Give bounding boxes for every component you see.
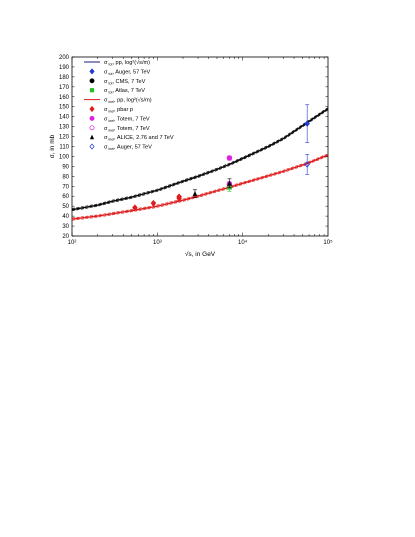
y-tick-label: 20 bbox=[62, 234, 69, 240]
y-tick-label: 30 bbox=[62, 224, 69, 230]
data-point bbox=[132, 204, 138, 211]
data-point bbox=[304, 120, 310, 127]
legend: σ tot, pp, log²(√s/m) σ tot, Auger, 57 Te… bbox=[84, 59, 174, 151]
curve-line bbox=[71, 108, 329, 211]
y-tick-label: 50 bbox=[62, 204, 69, 210]
legend-entry-label: σ inel, ALICE, 2.76 and 7 TeV bbox=[104, 135, 174, 142]
legend-entry-label: σ tot, pp, log²(√s/m) bbox=[104, 59, 150, 67]
y-tick-label: 110 bbox=[59, 145, 69, 151]
legend-marker bbox=[89, 134, 95, 140]
y-tick-label: 130 bbox=[59, 125, 70, 131]
legend-marker bbox=[89, 68, 95, 75]
legend-entry-label: σ inel, pbar p bbox=[104, 107, 133, 114]
y-tick-label: 140 bbox=[59, 115, 70, 121]
legend-entry-label: σ tot, Atlas, 7 TeV bbox=[104, 88, 145, 95]
legend-marker bbox=[89, 105, 95, 113]
x-axis-label: √s, in GeV bbox=[185, 250, 216, 258]
curve-envelope-lower bbox=[71, 109, 329, 212]
data-point bbox=[226, 155, 233, 161]
y-tick-label: 120 bbox=[59, 135, 70, 141]
y-tick-label: 160 bbox=[59, 95, 70, 101]
y-tick-label: 170 bbox=[59, 85, 70, 91]
curves-group bbox=[71, 107, 329, 221]
legend-entry-label: σ inel, Totem, 7 TeV bbox=[104, 116, 150, 123]
y-tick-label: 200 bbox=[59, 55, 70, 61]
curve-envelope-upper bbox=[71, 107, 329, 209]
y-tick-label: 100 bbox=[59, 154, 70, 160]
data-point bbox=[227, 180, 232, 186]
x-tick-label: 10⁵ bbox=[323, 239, 333, 246]
x-tick-label: 10² bbox=[68, 240, 77, 246]
legend-marker bbox=[89, 78, 95, 84]
legend-entry-label: σ inel, pp, log²(√s/m) bbox=[104, 97, 152, 105]
curve-envelope-upper bbox=[71, 153, 329, 219]
y-tick-label: 80 bbox=[62, 174, 69, 180]
y-tick-label: 60 bbox=[62, 194, 69, 200]
data-point bbox=[176, 193, 182, 201]
legend-marker bbox=[89, 125, 95, 131]
curve-envelope-lower bbox=[71, 155, 329, 221]
data-point bbox=[192, 190, 198, 197]
legend-entry-label: σ tot, CMS, 7 TeV bbox=[104, 79, 146, 86]
y-tick-label: 190 bbox=[59, 65, 70, 71]
legend-marker bbox=[89, 143, 95, 150]
legend-entry-label: σ tot, Auger, 57 TeV bbox=[104, 69, 151, 76]
y-axis-label: σ, in mb bbox=[49, 134, 56, 158]
data-point bbox=[150, 199, 157, 207]
legend-marker bbox=[89, 88, 95, 93]
data-point bbox=[304, 161, 310, 168]
legend-entry-label: σ inel, Auger, 57 TeV bbox=[104, 145, 152, 152]
y-tick-label: 150 bbox=[59, 105, 70, 111]
legend-marker bbox=[89, 115, 95, 121]
y-tick-label: 180 bbox=[59, 75, 70, 81]
y-tick-label: 40 bbox=[62, 214, 69, 220]
ticks-group: 20 30 40 50 60 70 80 90 100 110 120 130 140 150 160 170… bbox=[59, 55, 333, 246]
data-points-group bbox=[132, 104, 310, 211]
curve-line bbox=[71, 154, 329, 220]
x-tick-label: 10³ bbox=[153, 240, 162, 246]
y-tick-label: 90 bbox=[62, 164, 69, 170]
x-tick-label: 10⁴ bbox=[238, 239, 248, 246]
y-tick-label: 70 bbox=[62, 184, 69, 190]
legend-entry-label: σ inel, Totem, 7 TeV bbox=[104, 126, 150, 133]
